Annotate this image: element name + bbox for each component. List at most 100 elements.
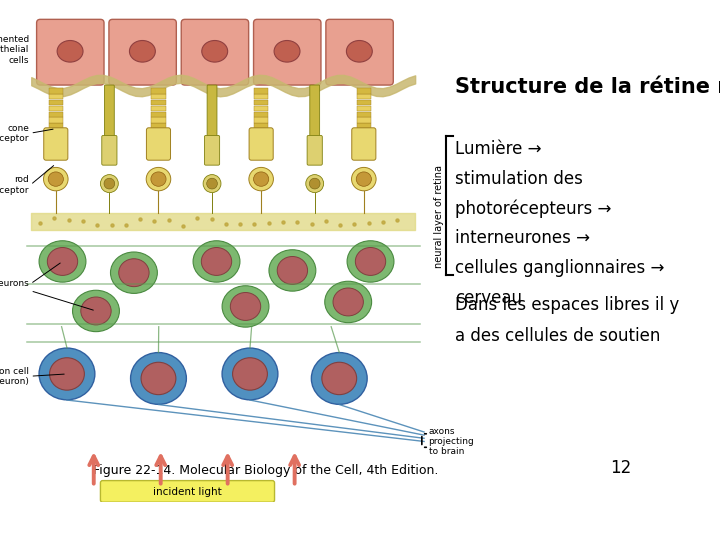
Text: interneurones →: interneurones → (456, 230, 590, 247)
Bar (254, 100, 269, 105)
Text: Structure de la rétine nerveuse: Structure de la rétine nerveuse (456, 77, 720, 97)
Bar (254, 118, 269, 123)
Text: cerveau: cerveau (456, 289, 523, 307)
Bar (151, 88, 166, 93)
Text: ganglion cell
(neuron): ganglion cell (neuron) (0, 367, 29, 386)
Ellipse shape (101, 174, 118, 193)
Ellipse shape (73, 291, 120, 332)
FancyBboxPatch shape (104, 85, 114, 139)
Ellipse shape (325, 281, 372, 323)
Text: incident light: incident light (153, 487, 222, 497)
Bar (151, 112, 166, 117)
Text: photorécepteurs →: photorécepteurs → (456, 199, 612, 218)
Ellipse shape (347, 241, 394, 282)
Bar (356, 94, 371, 99)
Ellipse shape (39, 348, 95, 400)
Bar (254, 106, 269, 111)
Ellipse shape (351, 167, 376, 191)
Ellipse shape (146, 167, 171, 191)
Bar (49, 94, 63, 99)
Ellipse shape (110, 252, 158, 293)
Text: neural layer of retina: neural layer of retina (434, 165, 444, 268)
Ellipse shape (249, 167, 274, 191)
Ellipse shape (202, 40, 228, 62)
Bar (356, 88, 371, 93)
Ellipse shape (151, 172, 166, 186)
Text: pigmented
epithelial
cells: pigmented epithelial cells (0, 35, 29, 65)
Bar (356, 118, 371, 123)
FancyBboxPatch shape (326, 19, 393, 85)
Ellipse shape (311, 353, 367, 404)
Text: a des cellules de soutien: a des cellules de soutien (456, 327, 661, 345)
Bar (49, 118, 63, 123)
Ellipse shape (253, 172, 269, 186)
Ellipse shape (50, 358, 84, 390)
FancyBboxPatch shape (307, 136, 323, 165)
Text: cone
photoreceptor: cone photoreceptor (0, 124, 29, 143)
Text: Lumière →: Lumière → (456, 140, 542, 158)
Bar (356, 106, 371, 111)
FancyBboxPatch shape (249, 128, 273, 160)
Bar (151, 123, 166, 129)
Ellipse shape (233, 358, 267, 390)
FancyBboxPatch shape (204, 136, 220, 165)
Ellipse shape (141, 362, 176, 395)
Bar (49, 106, 63, 111)
Ellipse shape (356, 172, 372, 186)
Bar (254, 123, 269, 129)
Bar (49, 123, 63, 129)
Bar (151, 118, 166, 123)
Ellipse shape (269, 249, 316, 291)
FancyBboxPatch shape (102, 136, 117, 165)
Ellipse shape (48, 172, 63, 186)
FancyBboxPatch shape (146, 128, 171, 160)
Text: axons
projecting
to brain: axons projecting to brain (428, 427, 474, 456)
Ellipse shape (274, 40, 300, 62)
Bar (254, 94, 269, 99)
Ellipse shape (193, 241, 240, 282)
Bar (49, 100, 63, 105)
Ellipse shape (57, 40, 83, 62)
FancyBboxPatch shape (310, 85, 320, 139)
FancyBboxPatch shape (37, 19, 104, 85)
Ellipse shape (277, 256, 307, 285)
Bar (151, 94, 166, 99)
Ellipse shape (346, 40, 372, 62)
Bar (151, 106, 166, 111)
Ellipse shape (48, 247, 78, 275)
FancyBboxPatch shape (253, 19, 321, 85)
Text: stimulation des: stimulation des (456, 170, 583, 187)
FancyBboxPatch shape (352, 128, 376, 160)
Ellipse shape (306, 174, 324, 193)
FancyBboxPatch shape (181, 19, 248, 85)
Bar (49, 112, 63, 117)
Ellipse shape (43, 167, 68, 191)
Ellipse shape (104, 178, 114, 189)
FancyBboxPatch shape (207, 85, 217, 139)
Ellipse shape (130, 353, 186, 404)
Text: Figure 22-14. Molecular Biology of the Cell, 4th Edition.: Figure 22-14. Molecular Biology of the C… (93, 464, 438, 477)
Ellipse shape (333, 288, 364, 316)
Ellipse shape (39, 241, 86, 282)
Text: interneurons: interneurons (0, 280, 29, 288)
Ellipse shape (310, 178, 320, 189)
Bar (356, 112, 371, 117)
Ellipse shape (222, 348, 278, 400)
Bar (254, 112, 269, 117)
Bar (49, 88, 63, 93)
Ellipse shape (202, 247, 232, 275)
Ellipse shape (207, 178, 217, 189)
Bar (151, 100, 166, 105)
Ellipse shape (119, 259, 149, 287)
Ellipse shape (222, 286, 269, 327)
FancyBboxPatch shape (109, 19, 176, 85)
Text: cellules ganglionnaires →: cellules ganglionnaires → (456, 259, 665, 278)
FancyBboxPatch shape (101, 481, 274, 502)
Bar (254, 88, 269, 93)
Ellipse shape (203, 174, 221, 193)
Text: Dans les espaces libres il y: Dans les espaces libres il y (456, 295, 680, 314)
Ellipse shape (81, 297, 111, 325)
Text: 12: 12 (610, 460, 631, 477)
Ellipse shape (322, 362, 356, 395)
Ellipse shape (130, 40, 156, 62)
